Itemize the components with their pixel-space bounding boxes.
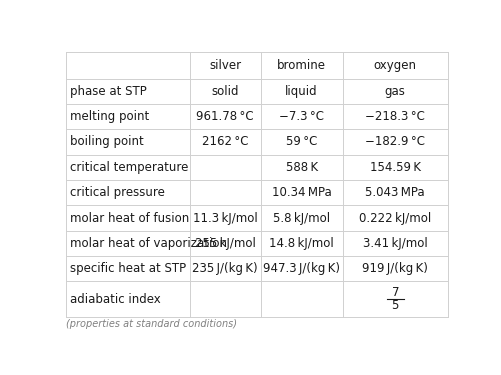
Text: 919 J/(kg K): 919 J/(kg K) [362, 262, 428, 275]
Text: 2162 °C: 2162 °C [202, 135, 248, 148]
Text: oxygen: oxygen [374, 59, 417, 72]
Text: 235 J/(kg K): 235 J/(kg K) [192, 262, 258, 275]
Text: 961.78 °C: 961.78 °C [196, 110, 254, 123]
Text: phase at STP: phase at STP [70, 85, 147, 98]
Text: 154.59 K: 154.59 K [370, 161, 421, 174]
Text: bromine: bromine [277, 59, 326, 72]
Text: (properties at standard conditions): (properties at standard conditions) [66, 318, 237, 328]
Text: 3.41 kJ/mol: 3.41 kJ/mol [363, 237, 428, 250]
Text: 5: 5 [392, 299, 399, 312]
Text: −218.3 °C: −218.3 °C [365, 110, 425, 123]
Text: 0.222 kJ/mol: 0.222 kJ/mol [359, 211, 431, 225]
Text: specific heat at STP: specific heat at STP [70, 262, 186, 275]
Text: critical temperature: critical temperature [70, 161, 189, 174]
Text: gas: gas [385, 85, 406, 98]
Text: 7: 7 [391, 286, 399, 299]
Text: adiabatic index: adiabatic index [70, 293, 161, 306]
Text: 5.043 MPa: 5.043 MPa [365, 186, 425, 199]
Text: 10.34 MPa: 10.34 MPa [272, 186, 332, 199]
Text: liquid: liquid [286, 85, 318, 98]
Text: 11.3 kJ/mol: 11.3 kJ/mol [193, 211, 258, 225]
Text: −7.3 °C: −7.3 °C [279, 110, 324, 123]
Text: 255 kJ/mol: 255 kJ/mol [195, 237, 256, 250]
Text: 947.3 J/(kg K): 947.3 J/(kg K) [263, 262, 340, 275]
Text: molar heat of vaporization: molar heat of vaporization [70, 237, 227, 250]
Text: silver: silver [209, 59, 241, 72]
Text: 14.8 kJ/mol: 14.8 kJ/mol [269, 237, 334, 250]
Text: solid: solid [211, 85, 239, 98]
Text: 588 K: 588 K [286, 161, 318, 174]
Text: melting point: melting point [70, 110, 150, 123]
Text: boiling point: boiling point [70, 135, 144, 148]
Text: critical pressure: critical pressure [70, 186, 165, 199]
Text: −182.9 °C: −182.9 °C [365, 135, 425, 148]
Text: molar heat of fusion: molar heat of fusion [70, 211, 190, 225]
Text: 59 °C: 59 °C [286, 135, 317, 148]
Text: 5.8 kJ/mol: 5.8 kJ/mol [273, 211, 330, 225]
